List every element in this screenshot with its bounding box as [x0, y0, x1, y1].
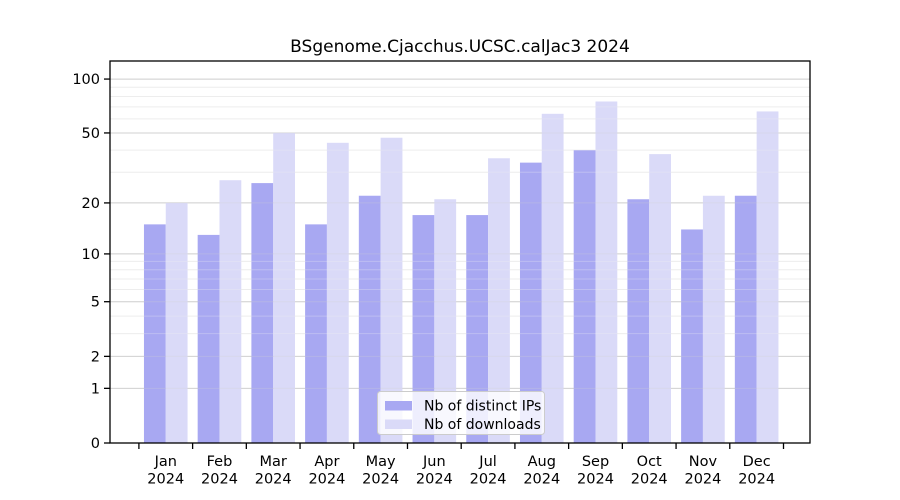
y-axis: 0 1 2 5 10 20 50 100 — [72, 72, 110, 452]
x-axis: Jan 2024 Feb 2024 Mar 2024 Apr 2024 May 2024 Jun 20… — [138, 443, 785, 488]
bar-downloads-jun — [434, 199, 457, 443]
bar-downloads-apr — [326, 142, 349, 443]
bar-distinct-ips-dec — [734, 195, 757, 443]
x-month-label: May 2024 — [362, 454, 399, 488]
bar-downloads-feb — [219, 180, 242, 443]
bar-downloads-jan — [165, 202, 188, 443]
y-tick-label: 1 — [91, 381, 100, 397]
y-tick-label: 0 — [91, 436, 100, 452]
y-tick-label: 10 — [82, 247, 100, 263]
x-month-label: Feb 2024 — [201, 454, 238, 488]
legend-label-distinct-ips: Nb of distinct IPs — [424, 399, 541, 415]
bar-distinct-ips-feb — [197, 234, 220, 443]
chart-title: BSgenome.Cjacchus.UCSC.calJac3 2024 — [290, 37, 630, 57]
x-month-label: Aug 2024 — [523, 454, 560, 488]
legend: Nb of distinct IPs Nb of downloads — [377, 391, 545, 435]
bar-downloads-dec — [756, 111, 779, 444]
bar-distinct-ips-aug — [519, 162, 542, 443]
bar-distinct-ips-jan — [143, 224, 166, 443]
x-month-label: Oct 2024 — [631, 454, 668, 488]
bar-downloads-oct — [649, 154, 672, 443]
y-tick-label: 50 — [82, 126, 100, 142]
bar-downloads-jul — [488, 158, 510, 444]
x-month-label: Nov 2024 — [684, 454, 721, 488]
bar-distinct-ips-may — [358, 195, 381, 443]
bar-downloads-mar — [273, 132, 295, 443]
x-month-label: Dec 2024 — [738, 454, 775, 488]
bar-distinct-ips-mar — [251, 183, 274, 443]
x-month-label: Mar 2024 — [255, 454, 292, 488]
y-tick-label: 5 — [91, 295, 100, 311]
legend-label-downloads: Nb of downloads — [424, 417, 541, 433]
bar-distinct-ips-apr — [305, 224, 327, 443]
bar-downloads-nov — [702, 195, 725, 443]
bar-distinct-ips-oct — [627, 199, 650, 443]
bar-distinct-ips-jul — [466, 215, 489, 443]
x-month-label: Apr 2024 — [308, 454, 345, 488]
y-tick-label: 20 — [82, 196, 100, 212]
bar-distinct-ips-sep — [573, 150, 596, 444]
x-month-label: Jun 2024 — [416, 454, 453, 488]
x-month-label: Jan 2024 — [147, 454, 184, 488]
x-month-label: Jul 2024 — [470, 454, 507, 488]
bar-downloads-aug — [541, 113, 564, 444]
y-tick-label: 100 — [72, 72, 100, 88]
y-tick-label: 2 — [91, 349, 100, 365]
legend-box — [377, 391, 545, 435]
legend-swatch-downloads — [385, 419, 412, 429]
bar-distinct-ips-nov — [681, 229, 703, 443]
legend-swatch-distinct-ips — [385, 401, 412, 411]
bar-downloads-may — [380, 137, 403, 443]
bar-distinct-ips-jun — [412, 215, 435, 443]
plot-border — [109, 60, 811, 444]
gridline-overlay — [110, 78, 810, 389]
x-month-label: Sep 2024 — [577, 454, 614, 488]
bars — [143, 101, 779, 444]
bar-downloads-sep — [595, 101, 618, 443]
